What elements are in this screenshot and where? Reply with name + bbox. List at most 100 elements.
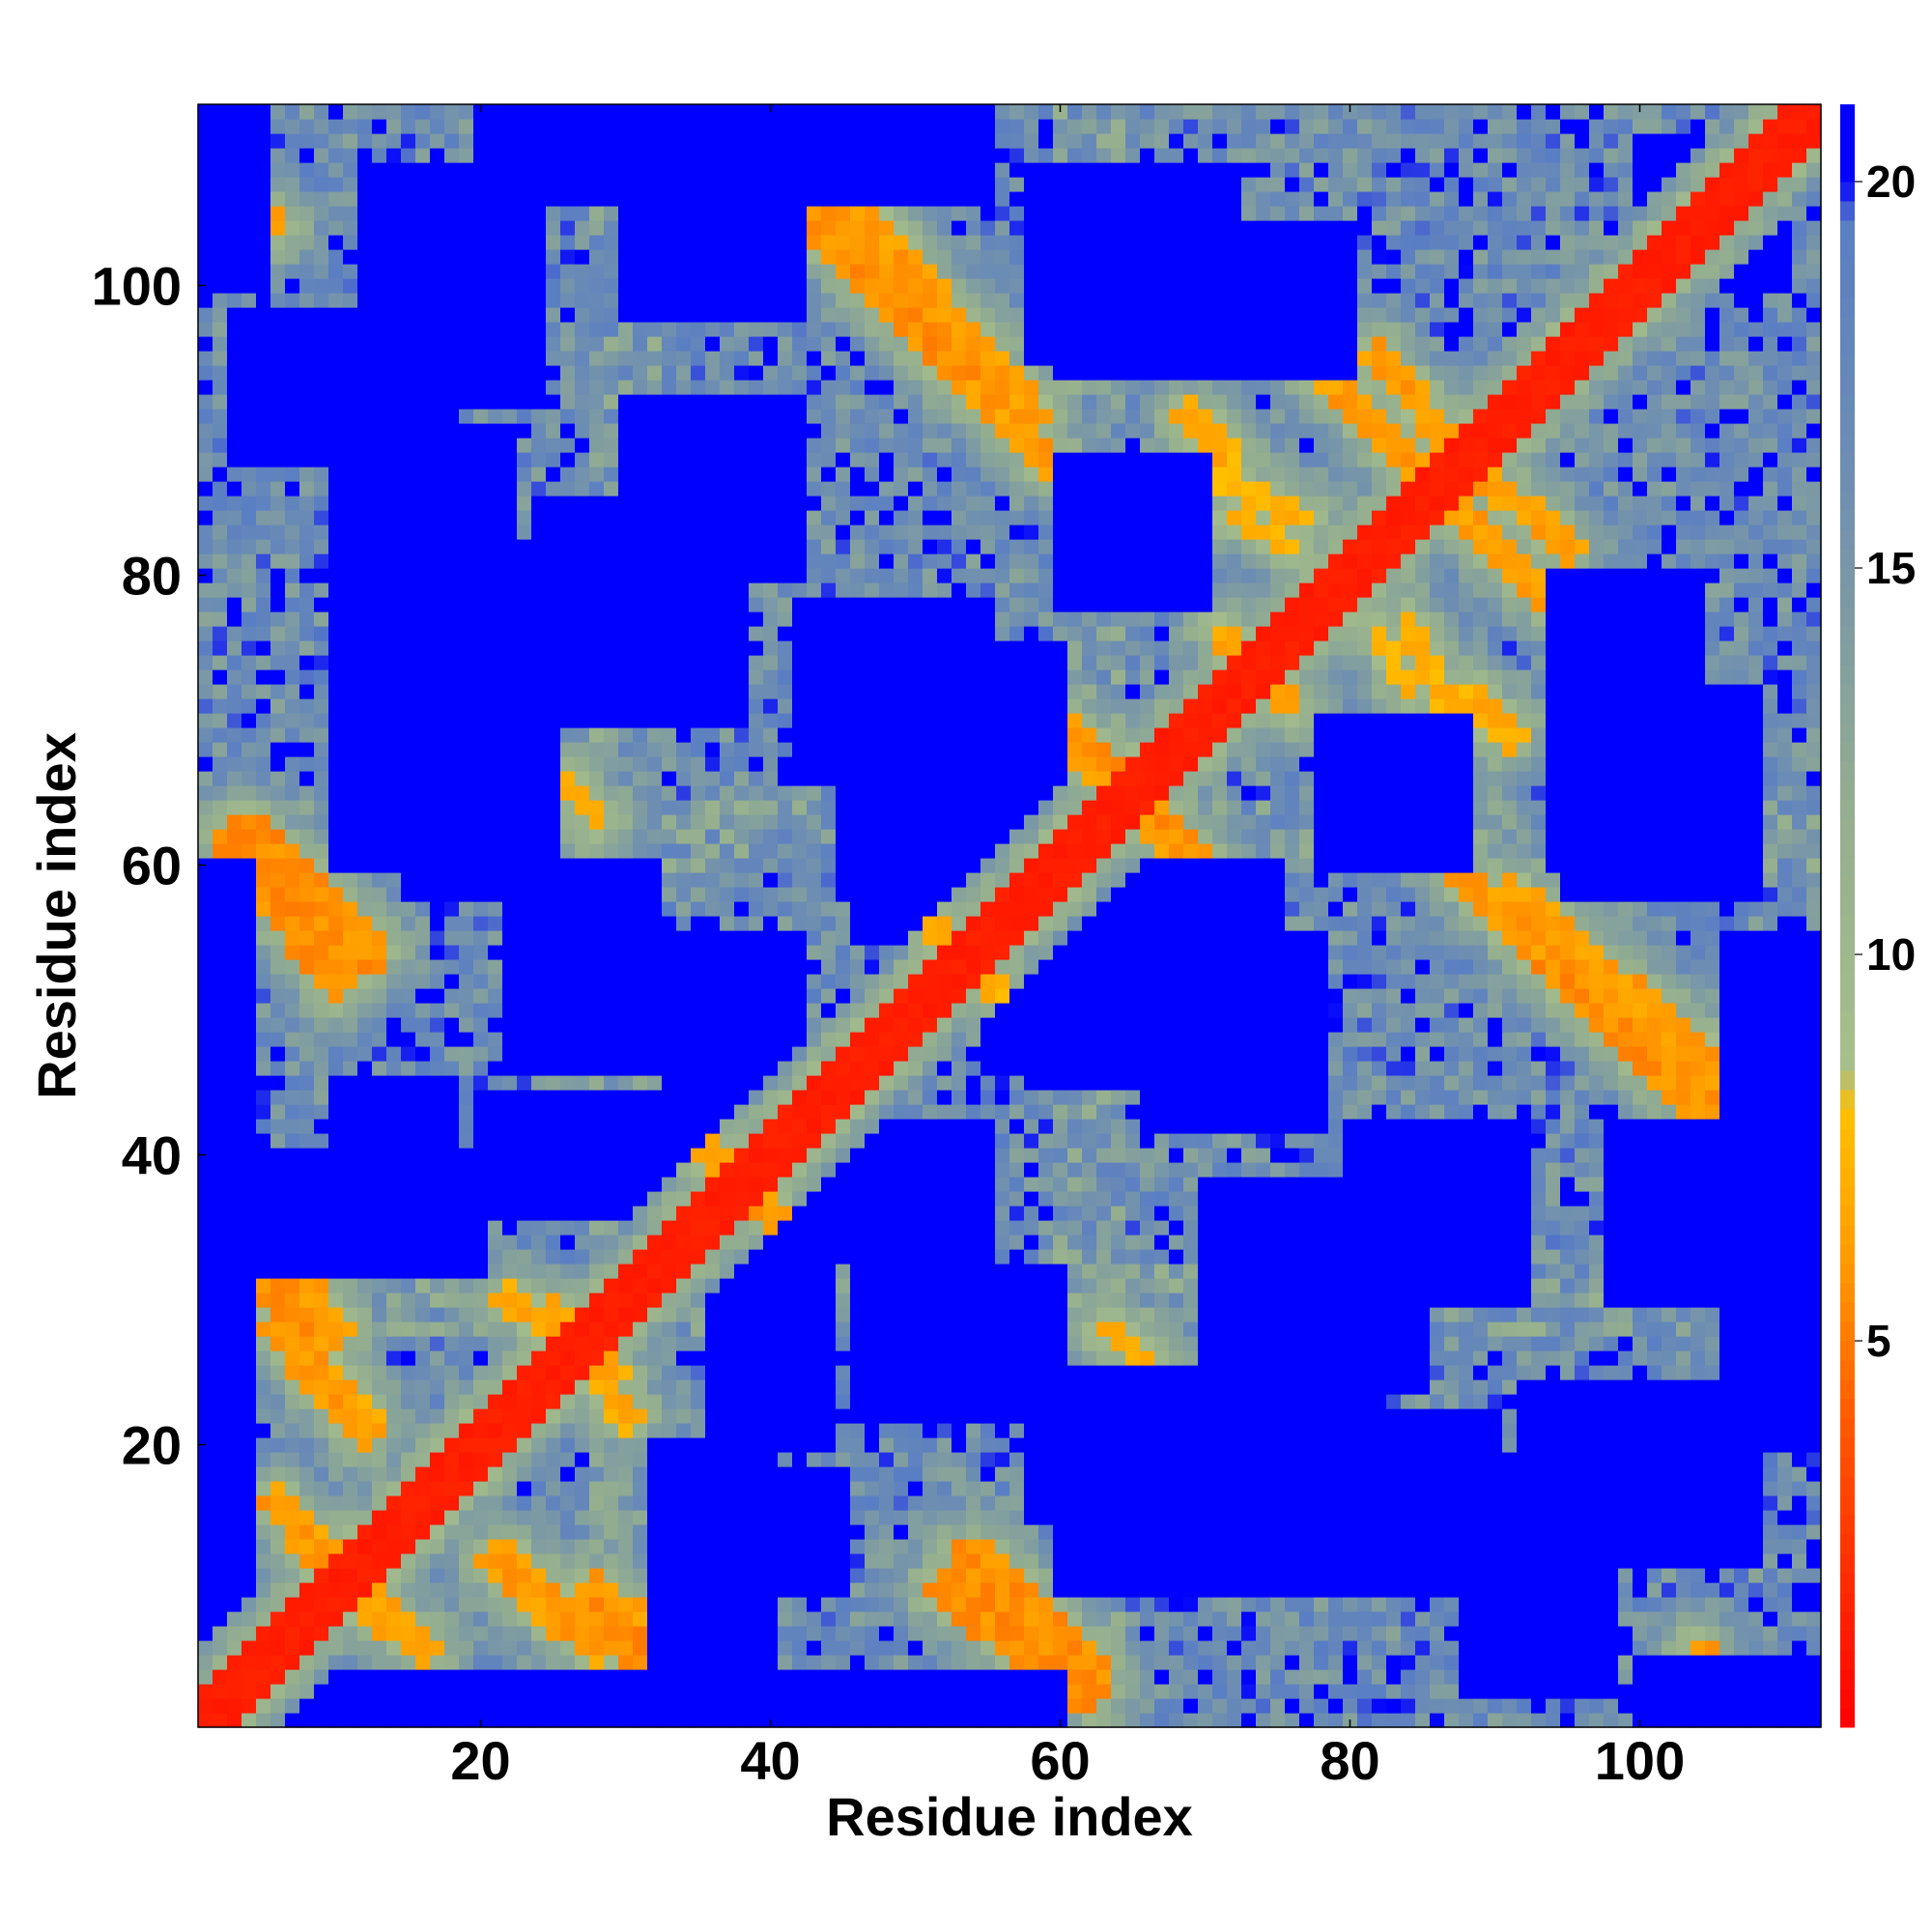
heatmap-cell [270, 278, 286, 294]
heatmap-cell [560, 684, 576, 699]
heatmap-cell [575, 293, 590, 308]
heatmap-cell [720, 467, 735, 482]
heatmap-cell [517, 872, 532, 888]
heatmap-cell [314, 829, 329, 844]
heatmap-cell [531, 1191, 547, 1207]
heatmap-cell [488, 640, 503, 656]
heatmap-cell [314, 611, 329, 627]
heatmap-cell [792, 351, 808, 366]
heatmap-cell [821, 1148, 837, 1163]
heatmap-cell [386, 365, 402, 381]
heatmap-cell [647, 1669, 663, 1685]
heatmap-cell [473, 336, 489, 352]
heatmap-cell [836, 1177, 851, 1192]
heatmap-cell [415, 901, 431, 917]
heatmap-cell [299, 800, 315, 815]
heatmap-cell [343, 655, 358, 670]
heatmap-cell [691, 1119, 706, 1134]
heatmap-cell [328, 1539, 344, 1554]
heatmap-cell [502, 365, 518, 381]
heatmap-cell [517, 1423, 532, 1438]
heatmap-cell [256, 974, 271, 989]
heatmap-cell [720, 1104, 735, 1120]
heatmap-cell [662, 206, 677, 221]
heatmap-cell [749, 669, 764, 685]
heatmap-cell [270, 1307, 286, 1322]
heatmap-cell [502, 814, 518, 830]
heatmap-cell [778, 235, 793, 250]
heatmap-cell [386, 1350, 402, 1366]
heatmap-cell [618, 133, 634, 149]
heatmap-cell [488, 380, 503, 395]
heatmap-cell [415, 1321, 431, 1337]
heatmap-cell [328, 916, 344, 931]
heatmap-cell [444, 611, 460, 627]
heatmap-cell [575, 959, 590, 975]
heatmap-cell [778, 336, 793, 352]
heatmap-cell [314, 1539, 329, 1554]
heatmap-cell [618, 1611, 634, 1627]
heatmap-cell [749, 698, 764, 714]
heatmap-cell [734, 1177, 750, 1192]
heatmap-cell [589, 191, 605, 207]
heatmap-cell [589, 1394, 605, 1409]
heatmap-cell [256, 1075, 271, 1091]
heatmap-cell [589, 930, 605, 946]
heatmap-cell [502, 510, 518, 526]
heatmap-cell [198, 1524, 213, 1540]
heatmap-cell [213, 1017, 228, 1033]
heatmap-cell [821, 133, 837, 149]
heatmap-cell [227, 974, 242, 989]
heatmap-cell [386, 930, 402, 946]
heatmap-cell [314, 945, 329, 960]
heatmap-cell [720, 1568, 735, 1583]
heatmap-cell [546, 916, 561, 931]
heatmap-cell [372, 293, 387, 308]
heatmap-cell [343, 336, 358, 352]
heatmap-cell [386, 655, 402, 670]
heatmap-cell [517, 1640, 532, 1656]
heatmap-cell [357, 351, 373, 366]
heatmap-cell [792, 1553, 808, 1569]
heatmap-cell [531, 206, 547, 221]
heatmap-cell [633, 1597, 648, 1612]
heatmap-cell [618, 1669, 634, 1685]
heatmap-cell [633, 1133, 648, 1149]
heatmap-cell [227, 336, 242, 352]
heatmap-cell [372, 742, 387, 757]
heatmap-cell [213, 438, 228, 453]
heatmap-cell [647, 1046, 663, 1062]
heatmap-cell [836, 959, 851, 975]
heatmap-cell [821, 1394, 837, 1409]
heatmap-cell [618, 365, 634, 381]
heatmap-cell [560, 249, 576, 265]
heatmap-cell [502, 481, 518, 497]
heatmap-cell [502, 1379, 518, 1395]
heatmap-cell [662, 1553, 677, 1569]
heatmap-cell [734, 1162, 750, 1178]
heatmap-cell [836, 1264, 851, 1279]
heatmap-cell [618, 1235, 634, 1250]
heatmap-cell [517, 640, 532, 656]
heatmap-cell [386, 278, 402, 294]
heatmap-cell [328, 510, 344, 526]
heatmap-cell [589, 293, 605, 308]
heatmap-cell [720, 481, 735, 497]
heatmap-cell [720, 945, 735, 960]
heatmap-cell [357, 988, 373, 1004]
heatmap-cell [691, 1148, 706, 1163]
heatmap-cell [560, 496, 576, 511]
heatmap-cell [415, 438, 431, 453]
heatmap-cell [691, 220, 706, 236]
heatmap-cell [720, 916, 735, 931]
heatmap-cell [604, 293, 619, 308]
heatmap-cell [415, 206, 431, 221]
heatmap-cell [807, 1046, 822, 1062]
heatmap-cell [242, 1249, 257, 1264]
heatmap-cell [546, 655, 561, 670]
heatmap-cell [778, 1626, 793, 1641]
heatmap-cell [444, 322, 460, 337]
heatmap-cell [792, 249, 808, 265]
heatmap-cell [357, 467, 373, 482]
heatmap-cell [618, 988, 634, 1004]
